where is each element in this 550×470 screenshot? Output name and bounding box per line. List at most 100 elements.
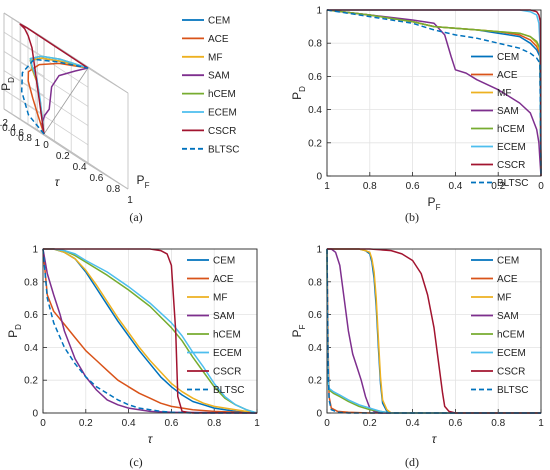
cube-edge (87, 67, 129, 94)
series-line-ace (27, 62, 89, 135)
series-line-bltsc (326, 9, 542, 177)
pf-tick-label: 0.8 (106, 184, 120, 195)
pf-tick-label: 0.4 (73, 162, 87, 173)
y-tick-label: 0.8 (308, 39, 322, 50)
y-tick-label: 0.8 (24, 277, 38, 288)
legend-label-sam: SAM (208, 71, 230, 82)
y-tick-label: 0.6 (308, 72, 322, 83)
y-tick-label: 0 (316, 172, 322, 183)
wall-gridline (3, 31, 45, 58)
tau-tick-label: 1 (34, 138, 40, 149)
legend-label-sam: SAM (497, 311, 519, 322)
legend-label-cscr: CSCR (213, 367, 241, 378)
legend-label-cem: CEM (497, 52, 519, 63)
legend-label-bltsc: BLTSC (213, 385, 245, 396)
cube-edge (87, 163, 129, 190)
cube-edge (3, 108, 45, 135)
pf-tick-label: 0 (43, 140, 49, 151)
x-tick-label: 0.6 (448, 418, 462, 429)
y-axis-label: PD (6, 324, 23, 338)
y-tick-label: 0.2 (308, 376, 322, 387)
x-tick-label: 0 (324, 418, 330, 429)
axes-box (42, 248, 258, 414)
caption-b: (b) (405, 210, 419, 224)
caption-a: (a) (129, 210, 142, 224)
reference-diagonal (43, 67, 89, 135)
caption-c: (c) (129, 455, 142, 469)
legend-label-hcem: hCEM (213, 330, 241, 341)
y-tick-label: 0.2 (308, 138, 322, 149)
y-tick-label: 0.4 (308, 105, 322, 116)
legend-label-ecem: ECEM (213, 348, 242, 359)
axes-box (326, 248, 542, 414)
y-tick-label: 0.2 (24, 376, 38, 387)
series-line-hcem (326, 9, 542, 177)
pf-tick-label: 1 (127, 195, 133, 206)
legend-label-hcem: hCEM (208, 89, 236, 100)
x-tick-label: 0.8 (363, 181, 377, 192)
x-tick-label: 0.8 (491, 418, 505, 429)
x-tick-label: 0 (40, 418, 46, 429)
tau-axis-label: τ (55, 175, 61, 189)
series-line-sam (326, 9, 542, 177)
legend-label-hcem: hCEM (497, 124, 525, 135)
legend-label-bltsc: BLTSC (497, 385, 529, 396)
y-tick-label: 0 (316, 409, 322, 420)
series-line-sam (42, 248, 258, 414)
x-axis-label: τ (148, 432, 154, 446)
y-axis-label: PF (290, 324, 307, 337)
z-axis-label: PD (0, 77, 16, 91)
x-tick-label: 0.2 (79, 418, 93, 429)
tau-tick-label: 0.6 (10, 128, 24, 139)
legend-label-mf: MF (497, 88, 511, 99)
legend-label-cscr: CSCR (497, 367, 525, 378)
legend-label-bltsc: BLTSC (497, 178, 529, 189)
x-tick-label: 0.4 (448, 181, 462, 192)
legend-label-ecem: ECEM (497, 142, 526, 153)
legend-label-mf: MF (497, 293, 511, 304)
panel-c-pd-vs-tau: 0 0.2 0.4 0.6 0.8 1 0 0.2 0.4 0.6 0.8 1 τ PD CEM ACE MF S… (6, 245, 260, 447)
series-line-bltsc (42, 248, 257, 414)
x-tick-label: 1 (538, 418, 544, 429)
series-line-cscr (327, 248, 541, 414)
x-axis-label: τ (432, 432, 438, 446)
y-tick-label: 0.6 (308, 310, 322, 321)
legend-label-mf: MF (208, 52, 222, 63)
legend-label-cscr: CSCR (208, 126, 236, 137)
y-tick-label: 1 (32, 245, 38, 256)
legend-label-ace: ACE (497, 274, 518, 285)
legend-label-sam: SAM (497, 106, 519, 117)
legend-label-ace: ACE (497, 70, 518, 81)
legend-label-sam: SAM (213, 311, 235, 322)
x-tick-label: 0.4 (122, 418, 136, 429)
y-tick-label: 0 (32, 409, 38, 420)
legend-label-ace: ACE (213, 274, 234, 285)
panel-a-3d-roc: 00.20.40.60.8100.20.40.60.8100.20.40.60.… (0, 12, 240, 206)
panel-b-roc: 1 0.8 0.6 0.4 0.2 0 0 0.2 0.4 0.6 0.8 1 PF PD CEM ACE MF… (290, 6, 544, 213)
panel-d-pf-vs-tau: 0 0.2 0.4 0.6 0.8 1 0 0.2 0.4 0.6 0.8 1 τ PF CEM ACE MF S… (290, 245, 544, 447)
x-tick-label: 0.8 (207, 418, 221, 429)
x-tick-label: 1 (324, 181, 330, 192)
x-tick-label: 0.4 (406, 418, 420, 429)
legend-label-hcem: hCEM (497, 330, 525, 341)
y-tick-label: 0.8 (308, 277, 322, 288)
legend-label-cem: CEM (208, 16, 230, 27)
x-tick-label: 0.6 (406, 181, 420, 192)
series-line-ecem (43, 248, 258, 414)
tau-tick-label: 0.8 (18, 133, 32, 144)
y-tick-label: 0.6 (24, 310, 38, 321)
y-tick-label: 0.4 (308, 343, 322, 354)
x-tick-label: 0.6 (164, 418, 178, 429)
legend-label-cscr: CSCR (497, 160, 525, 171)
y-axis-label: PD (290, 86, 307, 100)
wall-gridline (3, 51, 45, 77)
legend-label-cem: CEM (213, 256, 235, 267)
y-tick-label: 1 (316, 245, 322, 256)
x-tick-label: 0.2 (363, 418, 377, 429)
series-line-hcem (43, 248, 258, 414)
legend-label-bltsc: BLTSC (208, 144, 240, 155)
series-line-cscr (19, 23, 89, 135)
x-tick-label: 1 (254, 418, 260, 429)
x-tick-label: 0 (538, 181, 544, 192)
